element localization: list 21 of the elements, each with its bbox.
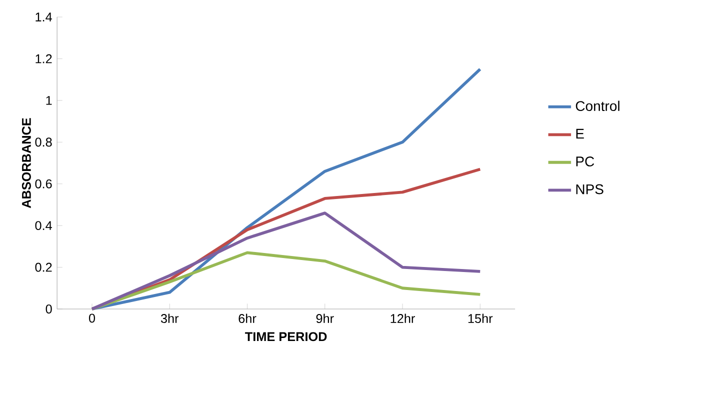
- x-tick-label: 15hr: [468, 314, 493, 324]
- y-tick-label: 1: [46, 96, 52, 105]
- y-tick-label: 0.6: [35, 179, 52, 188]
- y-tick-label: 0.4: [35, 221, 52, 230]
- legend-label: PC: [576, 156, 594, 166]
- x-tick-label: 6hr: [238, 314, 256, 324]
- y-tick-label: 0.8: [35, 138, 52, 147]
- y-tick-label: 1.2: [36, 54, 52, 64]
- x-tick-label: 3hr: [160, 314, 179, 324]
- y-tick-label: 0: [46, 304, 52, 314]
- line-series: [90, 212, 482, 310]
- x-tick-label: 9hr: [316, 314, 334, 324]
- y-tick-label: 1.4: [36, 12, 52, 22]
- x-axis-title: TIME PERIOD: [245, 332, 327, 342]
- x-tick-label: 0: [88, 314, 96, 323]
- legend-label: NPS: [576, 184, 604, 194]
- legend-label: Control: [576, 100, 620, 112]
- legend-label: E: [576, 128, 584, 139]
- x-tick-label: 12hr: [390, 314, 415, 323]
- y-tick-label: 0.2: [35, 262, 52, 272]
- y-axis-title: ABSORBANCE: [22, 118, 31, 208]
